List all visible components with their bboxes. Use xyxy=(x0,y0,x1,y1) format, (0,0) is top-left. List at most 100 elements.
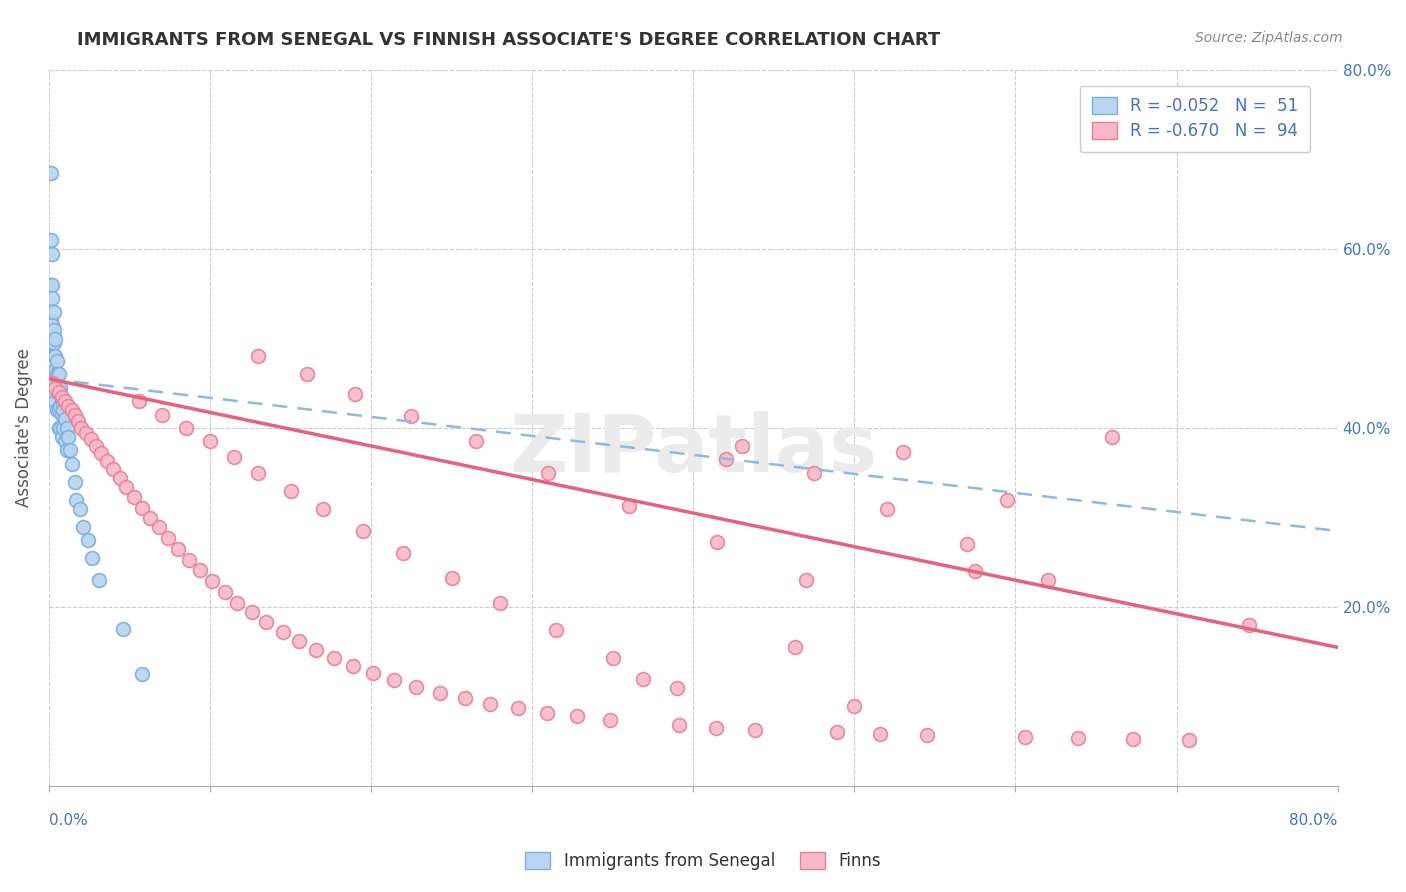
Point xyxy=(128,394,150,409)
Point xyxy=(41,318,63,332)
Point xyxy=(60,403,83,417)
Text: Source: ZipAtlas.com: Source: ZipAtlas.com xyxy=(1195,31,1343,45)
Point xyxy=(51,430,73,444)
Point xyxy=(46,385,69,400)
Point xyxy=(112,623,135,637)
Point xyxy=(361,666,384,681)
Point xyxy=(668,718,690,732)
Point xyxy=(405,680,427,694)
Point xyxy=(794,573,817,587)
Point xyxy=(108,471,131,485)
Point xyxy=(51,408,73,422)
Point xyxy=(52,403,75,417)
Legend: Immigrants from Senegal, Finns: Immigrants from Senegal, Finns xyxy=(519,845,887,877)
Point xyxy=(1178,732,1201,747)
Point xyxy=(844,698,866,713)
Point xyxy=(148,520,170,534)
Point xyxy=(287,634,309,648)
Point xyxy=(783,640,806,655)
Point xyxy=(312,501,335,516)
Point xyxy=(53,394,76,409)
Point xyxy=(58,430,80,444)
Point xyxy=(271,625,294,640)
Point xyxy=(49,399,72,413)
Text: ZIPatlas: ZIPatlas xyxy=(509,410,877,489)
Point xyxy=(190,563,212,577)
Text: IMMIGRANTS FROM SENEGAL VS FINNISH ASSOCIATE'S DEGREE CORRELATION CHART: IMMIGRANTS FROM SENEGAL VS FINNISH ASSOC… xyxy=(77,31,941,49)
Point xyxy=(48,381,70,395)
Point xyxy=(131,667,153,681)
Point xyxy=(876,501,898,516)
Point xyxy=(706,534,728,549)
Point xyxy=(997,492,1019,507)
Point xyxy=(80,432,103,446)
Point xyxy=(42,304,65,318)
Point xyxy=(537,466,560,480)
Point xyxy=(53,412,76,426)
Point xyxy=(280,483,302,498)
Point xyxy=(44,376,66,391)
Point xyxy=(429,686,451,700)
Point xyxy=(44,394,66,409)
Point xyxy=(704,721,727,735)
Point xyxy=(150,408,173,422)
Point xyxy=(58,399,80,413)
Point xyxy=(666,681,689,695)
Point xyxy=(39,233,62,247)
Point xyxy=(103,462,125,476)
Point xyxy=(66,414,89,428)
Point xyxy=(295,368,318,382)
Point xyxy=(42,323,65,337)
Point xyxy=(157,531,180,545)
Point xyxy=(124,490,146,504)
Point xyxy=(41,336,63,351)
Point xyxy=(198,434,221,449)
Point xyxy=(506,701,529,715)
Point xyxy=(52,421,75,435)
Point xyxy=(247,350,270,364)
Point xyxy=(46,354,69,368)
Point xyxy=(240,606,263,620)
Point xyxy=(42,368,65,382)
Point xyxy=(42,350,65,364)
Point xyxy=(46,368,69,382)
Point xyxy=(226,596,249,610)
Point xyxy=(139,510,162,524)
Point xyxy=(602,651,624,665)
Point xyxy=(479,697,502,711)
Point xyxy=(76,533,98,547)
Point xyxy=(44,363,66,377)
Point xyxy=(131,500,153,515)
Point xyxy=(41,376,63,391)
Point xyxy=(39,166,62,180)
Point xyxy=(305,643,328,657)
Point xyxy=(55,421,77,435)
Point xyxy=(1237,618,1260,632)
Point xyxy=(392,546,415,560)
Point xyxy=(48,368,70,382)
Point xyxy=(1067,731,1090,745)
Point xyxy=(1122,731,1144,746)
Point xyxy=(633,672,655,686)
Point xyxy=(744,723,766,737)
Text: 0.0%: 0.0% xyxy=(49,813,87,828)
Point xyxy=(440,571,463,585)
Point xyxy=(49,381,72,395)
Point xyxy=(84,439,107,453)
Point xyxy=(1014,730,1036,744)
Point xyxy=(342,659,364,673)
Point xyxy=(60,457,83,471)
Point xyxy=(1036,573,1059,587)
Point xyxy=(48,421,70,435)
Point xyxy=(567,709,589,723)
Point xyxy=(489,597,512,611)
Point xyxy=(915,728,938,742)
Point xyxy=(869,727,891,741)
Point xyxy=(453,691,475,706)
Point xyxy=(41,291,63,305)
Point xyxy=(714,452,737,467)
Point xyxy=(224,450,246,464)
Point xyxy=(59,443,82,458)
Point xyxy=(82,550,104,565)
Point xyxy=(70,421,93,435)
